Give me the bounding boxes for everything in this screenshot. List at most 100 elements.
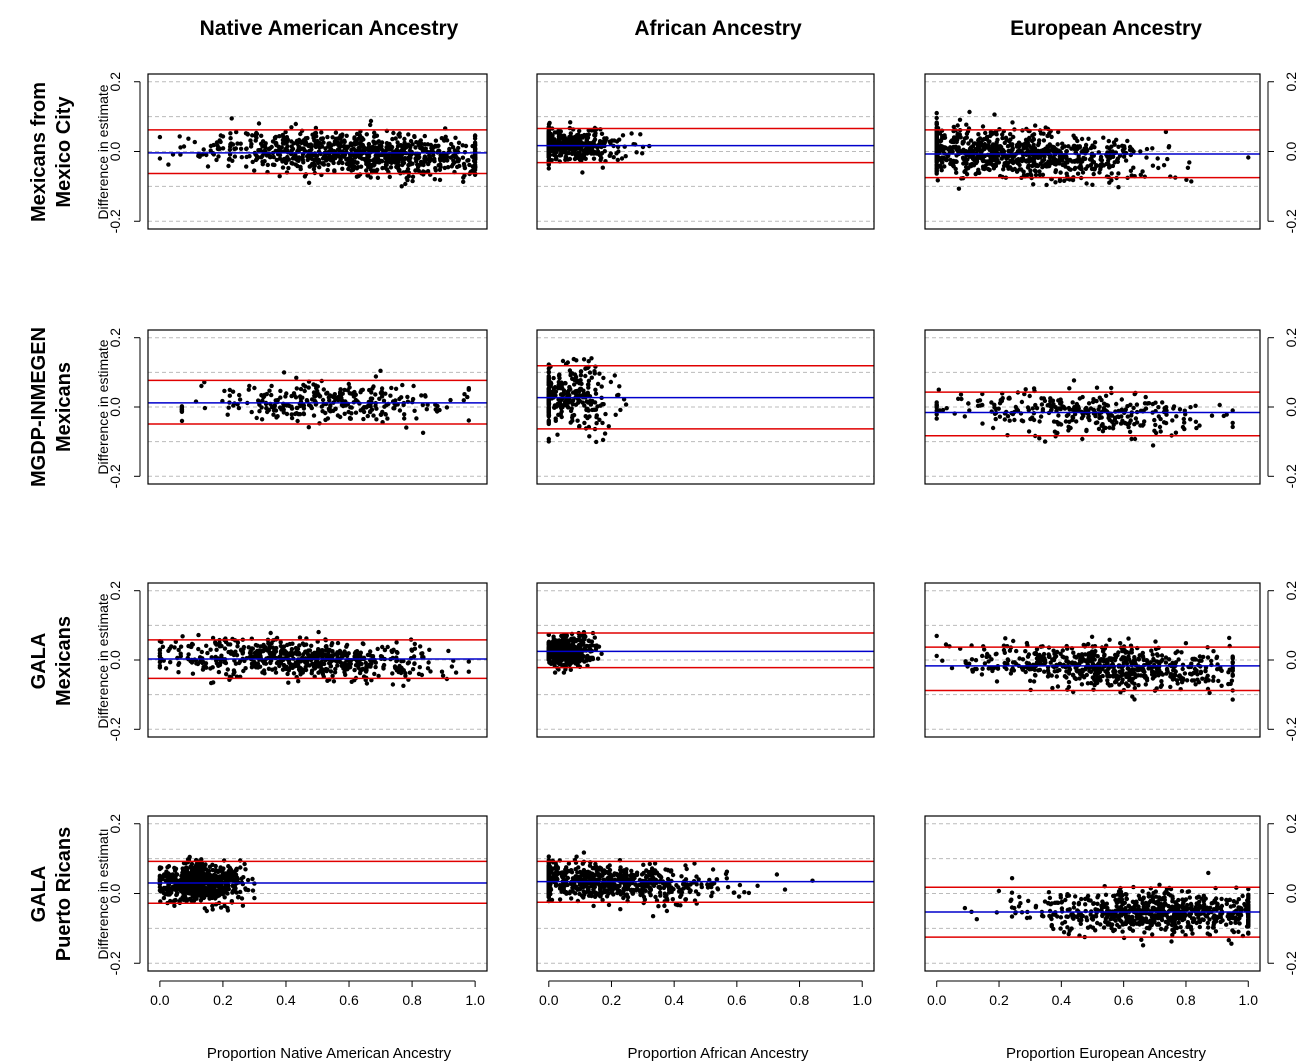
data-point bbox=[470, 168, 475, 173]
data-point bbox=[934, 122, 939, 127]
data-point bbox=[433, 138, 439, 143]
data-point bbox=[594, 413, 599, 418]
data-point bbox=[176, 670, 181, 675]
data-point bbox=[1058, 651, 1063, 656]
data-point bbox=[472, 154, 478, 160]
data-point bbox=[1209, 658, 1214, 664]
data-point bbox=[975, 141, 980, 147]
data-point bbox=[1027, 393, 1032, 399]
data-point bbox=[1106, 138, 1112, 144]
data-point bbox=[1090, 182, 1095, 187]
data-point bbox=[1074, 419, 1079, 424]
data-point bbox=[1000, 135, 1005, 141]
data-point bbox=[568, 120, 573, 125]
data-point bbox=[413, 145, 418, 150]
data-point bbox=[419, 672, 425, 678]
data-point bbox=[365, 413, 370, 419]
data-point bbox=[220, 146, 226, 151]
data-point bbox=[381, 662, 387, 668]
data-point bbox=[328, 403, 333, 408]
data-point bbox=[1153, 422, 1158, 428]
data-point bbox=[349, 679, 354, 684]
data-point bbox=[578, 139, 583, 145]
data-point bbox=[397, 663, 402, 669]
data-point bbox=[1230, 424, 1235, 430]
data-point bbox=[587, 434, 592, 439]
data-point bbox=[311, 662, 316, 667]
y-axis-label-row2: Difference in estimate bbox=[95, 339, 111, 474]
data-point bbox=[245, 132, 250, 137]
data-point bbox=[1042, 669, 1047, 674]
data-point bbox=[426, 161, 431, 167]
data-point bbox=[934, 135, 939, 140]
data-point bbox=[951, 144, 956, 150]
data-point bbox=[375, 175, 381, 180]
data-point bbox=[1060, 145, 1065, 150]
data-point bbox=[983, 130, 988, 136]
data-point bbox=[1131, 165, 1136, 170]
data-point bbox=[410, 667, 416, 672]
data-point bbox=[1045, 674, 1051, 679]
data-point bbox=[407, 159, 412, 164]
data-point bbox=[546, 413, 552, 418]
data-point bbox=[1153, 639, 1158, 644]
data-point bbox=[1071, 650, 1076, 655]
data-point bbox=[1099, 415, 1104, 420]
data-point bbox=[1047, 402, 1052, 407]
data-point bbox=[336, 394, 341, 400]
data-point bbox=[1032, 147, 1037, 152]
data-point bbox=[333, 666, 338, 672]
data-point bbox=[599, 651, 604, 656]
data-point bbox=[585, 653, 590, 659]
data-point bbox=[452, 148, 458, 153]
data-point bbox=[1128, 418, 1133, 423]
data-point bbox=[253, 642, 259, 648]
data-point bbox=[379, 158, 384, 164]
data-point bbox=[546, 418, 551, 423]
column-title-european: European Ancestry bbox=[1010, 17, 1202, 40]
data-point bbox=[608, 379, 614, 385]
data-point bbox=[560, 358, 566, 364]
data-point bbox=[1110, 426, 1116, 431]
data-point bbox=[1023, 649, 1028, 654]
data-point bbox=[1066, 144, 1071, 149]
data-point bbox=[431, 153, 436, 158]
data-point bbox=[550, 145, 555, 150]
data-point bbox=[394, 640, 399, 645]
data-point bbox=[246, 387, 251, 392]
data-point bbox=[1182, 426, 1187, 432]
data-point bbox=[1145, 401, 1150, 406]
data-point bbox=[448, 397, 453, 403]
data-point bbox=[402, 416, 407, 421]
data-point bbox=[591, 151, 596, 156]
data-point bbox=[1083, 166, 1089, 171]
data-point bbox=[1230, 673, 1235, 678]
data-point bbox=[372, 671, 377, 677]
data-point bbox=[613, 412, 618, 417]
data-point bbox=[1123, 407, 1129, 412]
data-point bbox=[1080, 436, 1085, 442]
data-point bbox=[606, 424, 611, 429]
data-point bbox=[249, 409, 254, 415]
data-point bbox=[1189, 179, 1194, 184]
data-point bbox=[216, 663, 221, 668]
data-point bbox=[1214, 654, 1220, 659]
data-point bbox=[1115, 414, 1121, 419]
data-point bbox=[264, 406, 269, 411]
data-point bbox=[388, 393, 393, 398]
data-point bbox=[432, 177, 437, 182]
data-point bbox=[311, 390, 317, 395]
data-point bbox=[577, 423, 582, 429]
data-point bbox=[1038, 161, 1043, 166]
data-point bbox=[574, 649, 579, 655]
data-point bbox=[581, 357, 587, 362]
data-point bbox=[938, 138, 944, 144]
data-point bbox=[546, 391, 551, 397]
data-point bbox=[937, 163, 943, 168]
data-point bbox=[425, 666, 431, 671]
data-point bbox=[607, 139, 612, 144]
data-point bbox=[1009, 143, 1014, 148]
data-point bbox=[366, 154, 372, 159]
data-point bbox=[373, 392, 378, 397]
data-point bbox=[226, 405, 231, 410]
